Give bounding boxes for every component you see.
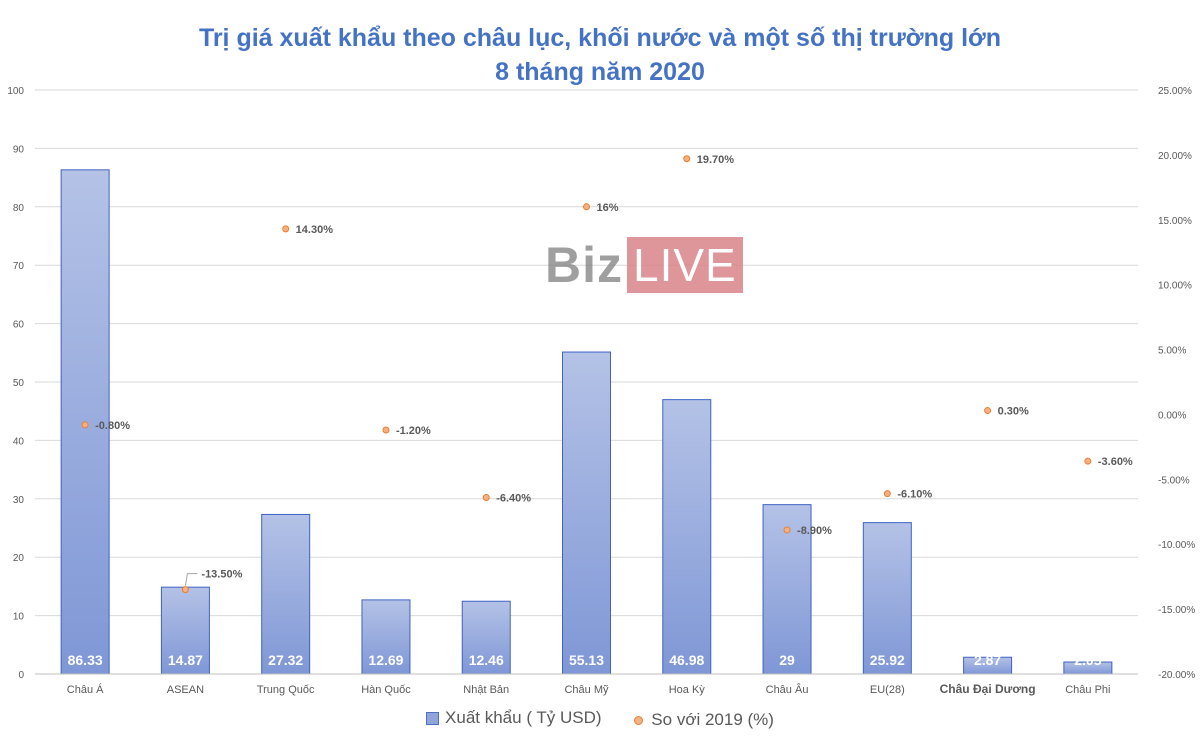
y-right-tick-label: -20.00% xyxy=(1158,670,1195,681)
y-right-tick-label: 20.00% xyxy=(1158,151,1192,162)
percent-point xyxy=(282,225,290,233)
x-tick-label: EU(28) xyxy=(870,684,905,696)
y-right-tick-label: 25.00% xyxy=(1158,86,1192,97)
chart-title-line1: Trị giá xuất khẩu theo châu lục, khối nư… xyxy=(198,24,1002,52)
percent-point xyxy=(583,203,590,211)
y-left-tick-label: 20 xyxy=(13,553,25,564)
x-tick-label: Châu Á xyxy=(67,683,104,696)
x-tick-label: Châu Âu xyxy=(766,683,809,696)
y-right-tick-label: -10.00% xyxy=(1158,540,1195,551)
percent-point xyxy=(81,421,89,429)
legend-label-percent: So với 2019 (%) xyxy=(651,710,774,729)
bar-value-label: 14.87 xyxy=(168,652,203,668)
bar-value-label: 27.32 xyxy=(268,652,303,668)
y-left-tick-label: 0 xyxy=(18,670,24,681)
x-tick-label: Châu Phi xyxy=(1065,684,1110,696)
bar xyxy=(160,586,210,675)
bar-value-label: 46.98 xyxy=(669,652,704,668)
watermark-biz: Biz xyxy=(545,237,623,293)
bar-value-label: 12.69 xyxy=(368,652,403,668)
y-left-tick-label: 40 xyxy=(13,436,25,447)
bizlive-watermark: Biz LIVE xyxy=(545,237,743,293)
percent-value-label: -3.60% xyxy=(1098,456,1133,468)
x-tick-label: Châu Đại Dương xyxy=(940,682,1036,696)
bar xyxy=(361,599,411,675)
y-left-tick-label: 80 xyxy=(13,203,25,214)
x-tick-label: Trung Quốc xyxy=(257,684,315,696)
y-left-tick-label: 100 xyxy=(7,86,24,97)
bar xyxy=(562,351,611,675)
legend: Xuất khẩu ( Tỷ USD) So với 2019 (%) xyxy=(0,708,1200,730)
axes: 0 10 20 30 40 50 60 70 80 90 100 -20.00% -15.00% -10.… xyxy=(7,86,1195,696)
percent-series: -0.80% -13.50% 14.30% -1.20% -6.40% 16% 19.70%… xyxy=(81,154,1133,594)
percent-value-label: -13.50% xyxy=(201,569,242,581)
bar xyxy=(662,399,712,675)
legend-item-percent: So với 2019 (%) xyxy=(634,710,774,730)
bar-value-label: 25.92 xyxy=(870,652,905,668)
y-left-tick-label: 70 xyxy=(13,261,25,272)
gridlines xyxy=(35,89,1138,675)
y-left-tick-label: 50 xyxy=(13,378,25,389)
x-tick-label: Hoa Kỳ xyxy=(669,684,706,696)
x-tick-label: Nhật Bản xyxy=(463,684,509,696)
percent-point xyxy=(1084,457,1092,465)
percent-point xyxy=(984,407,992,415)
y-left-tick-label: 60 xyxy=(13,320,25,331)
y-right-tick-label: 10.00% xyxy=(1158,281,1192,292)
dot-swatch-icon xyxy=(634,715,644,725)
legend-item-export: Xuất khẩu ( Tỷ USD) xyxy=(426,708,602,728)
y-right-tick-label: 15.00% xyxy=(1158,216,1192,227)
percent-value-label: 16% xyxy=(597,202,619,214)
percent-value-label: -8.90% xyxy=(797,525,832,537)
x-tick-label: ASEAN xyxy=(167,684,204,696)
percent-value-label: -0.80% xyxy=(95,420,130,432)
percent-point xyxy=(482,494,490,502)
y-left-tick-label: 90 xyxy=(13,144,25,155)
percent-value-label: 14.30% xyxy=(296,224,334,236)
y-left-tick-label: 10 xyxy=(13,612,25,623)
percent-value-label: 19.70% xyxy=(697,154,735,166)
percent-leader-line xyxy=(184,573,198,586)
bar-value-label: 29 xyxy=(779,652,795,668)
bar-value-label: 55.13 xyxy=(569,652,604,668)
y-left-tick-label: 30 xyxy=(13,495,25,506)
bar-value-label: 2.05 xyxy=(1074,652,1101,668)
x-tick-label: Hàn Quốc xyxy=(361,684,411,696)
x-tick-label: Châu Mỹ xyxy=(564,684,609,696)
bar-swatch-icon xyxy=(426,711,440,725)
bar-value-label: 86.33 xyxy=(68,652,103,668)
bar xyxy=(261,513,311,675)
y-right-tick-label: 5.00% xyxy=(1158,346,1186,357)
percent-value-label: -6.40% xyxy=(496,493,531,505)
watermark-live: LIVE xyxy=(627,237,743,293)
bar-value-label: 2.87 xyxy=(974,652,1001,668)
bar-value-label: 12.46 xyxy=(469,652,504,668)
legend-label-export: Xuất khẩu ( Tỷ USD) xyxy=(445,708,602,727)
percent-point xyxy=(883,490,891,498)
chart-title-line2: 8 tháng năm 2020 xyxy=(495,58,705,86)
bar xyxy=(862,522,912,675)
percent-point xyxy=(181,586,189,594)
percent-point xyxy=(683,155,691,163)
percent-point xyxy=(382,426,390,434)
percent-value-label: 0.30% xyxy=(998,406,1029,418)
percent-point xyxy=(783,526,791,534)
percent-value-label: -6.10% xyxy=(897,489,932,501)
y-right-tick-label: -15.00% xyxy=(1158,605,1195,616)
y-right-tick-label: -5.00% xyxy=(1158,475,1190,486)
y-right-tick-label: 0.00% xyxy=(1158,410,1186,421)
percent-value-label: -1.20% xyxy=(396,425,431,437)
